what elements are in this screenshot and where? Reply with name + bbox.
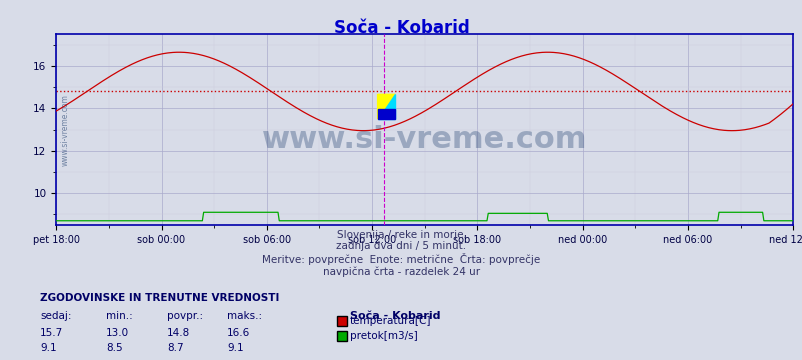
Text: 9.1: 9.1 [40,343,57,353]
Text: pretok[m3/s]: pretok[m3/s] [350,331,417,341]
Text: Soča - Kobarid: Soča - Kobarid [333,19,469,37]
Text: temperatura[C]: temperatura[C] [350,316,431,326]
Text: www.si-vreme.com: www.si-vreme.com [261,125,587,154]
Text: Soča - Kobarid: Soča - Kobarid [350,311,440,321]
Text: 13.0: 13.0 [106,328,129,338]
Text: 15.7: 15.7 [40,328,63,338]
Text: ZGODOVINSKE IN TRENUTNE VREDNOSTI: ZGODOVINSKE IN TRENUTNE VREDNOSTI [40,293,279,303]
Text: povpr.:: povpr.: [167,311,203,321]
Text: Slovenija / reke in morje.
zadnja dva dni / 5 minut.
Meritve: povprečne  Enote: : Slovenija / reke in morje. zadnja dva dn… [262,230,540,278]
Text: maks.:: maks.: [227,311,262,321]
Polygon shape [377,94,395,119]
Text: 8.5: 8.5 [106,343,123,353]
Polygon shape [377,109,395,119]
Text: min.:: min.: [106,311,132,321]
Text: 9.1: 9.1 [227,343,244,353]
Text: 8.7: 8.7 [167,343,184,353]
Text: sedaj:: sedaj: [40,311,71,321]
Polygon shape [377,94,395,119]
Text: 16.6: 16.6 [227,328,250,338]
Text: 14.8: 14.8 [167,328,190,338]
Text: www.si-vreme.com: www.si-vreme.com [60,94,70,166]
